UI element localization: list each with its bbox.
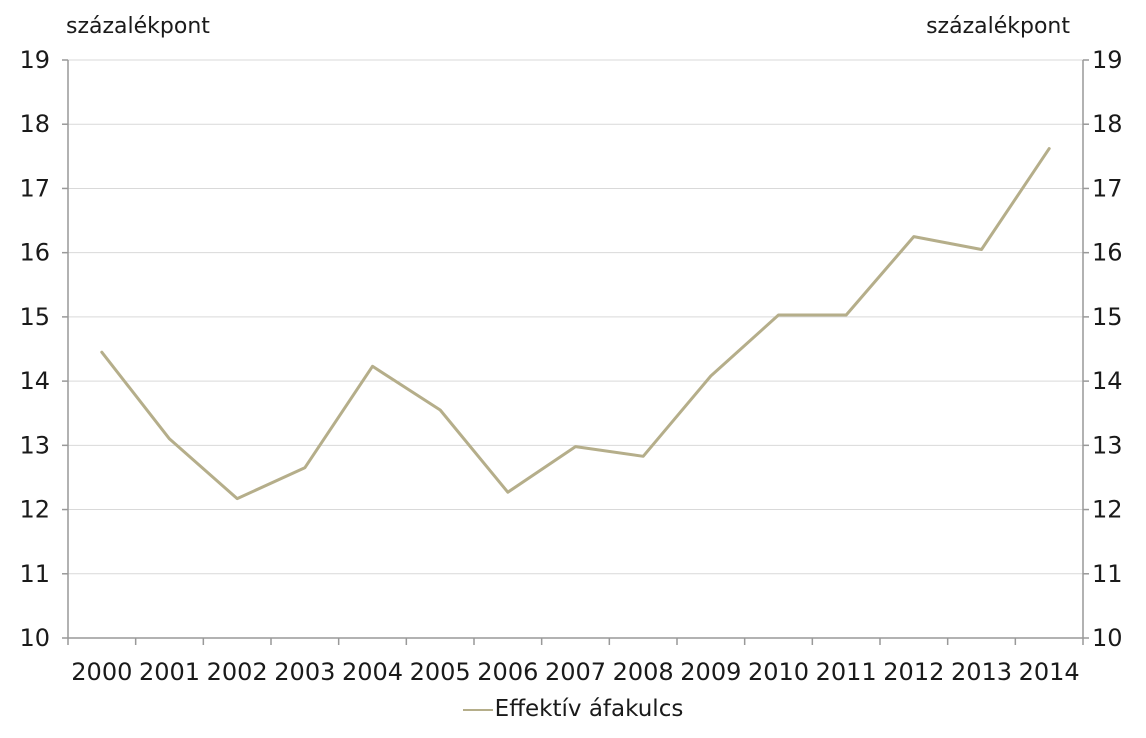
y-tick-label-right: 18 xyxy=(1092,110,1123,138)
y-tick-label-left: 11 xyxy=(19,560,50,588)
x-tick-label-2002: 2002 xyxy=(207,658,268,686)
y-tick-label-left: 13 xyxy=(19,431,50,459)
y-tick-label-left: 12 xyxy=(19,496,50,524)
y-tick-label-left: 16 xyxy=(19,239,50,267)
data-point-2014 xyxy=(1048,148,1050,150)
y-tick-label-right: 10 xyxy=(1092,624,1123,652)
x-tick-label-2001: 2001 xyxy=(139,658,200,686)
y-axis-left-unit-label: százalékpont xyxy=(66,14,210,39)
x-tick-label-2013: 2013 xyxy=(951,658,1012,686)
x-tick-label-2012: 2012 xyxy=(883,658,944,686)
y-tick-label-left: 10 xyxy=(19,624,50,652)
y-tick-label-left: 18 xyxy=(19,110,50,138)
x-tick-label-2008: 2008 xyxy=(613,658,674,686)
legend: Effektív áfakulcs xyxy=(0,696,1146,722)
data-point-2013 xyxy=(981,248,982,250)
data-point-2001 xyxy=(169,438,170,440)
y-tick-label-left: 15 xyxy=(19,303,50,331)
line-chart: 10 10 11 11 12 12 13 13 14 14 15 15 16 16 17 17 18 18 19 19… xyxy=(19,46,1123,686)
x-tick-label-2014: 2014 xyxy=(1019,658,1080,686)
data-point-2002 xyxy=(236,498,238,500)
y-tick-label-right: 12 xyxy=(1092,496,1123,524)
y-tick-label-right: 15 xyxy=(1092,303,1123,331)
series-line-0 xyxy=(100,147,1051,501)
data-point-2000 xyxy=(101,351,103,353)
data-point-2009 xyxy=(710,375,712,377)
y-tick-label-right: 17 xyxy=(1092,174,1123,202)
x-tick-label-2000: 2000 xyxy=(71,658,132,686)
y-tick-label-left: 17 xyxy=(19,174,50,202)
data-point-2003 xyxy=(304,467,306,469)
x-tick-label-2004: 2004 xyxy=(342,658,403,686)
data-point-2011 xyxy=(845,314,847,316)
x-tick-label-2007: 2007 xyxy=(545,658,606,686)
x-tick-label-2005: 2005 xyxy=(410,658,471,686)
data-point-2007 xyxy=(575,446,576,448)
data-point-2012 xyxy=(913,236,915,238)
x-tick-label-2011: 2011 xyxy=(816,658,877,686)
data-point-2004 xyxy=(372,365,373,367)
y-tick-label-right: 16 xyxy=(1092,239,1123,267)
y-tick-label-left: 19 xyxy=(19,46,50,74)
x-tick-label-2003: 2003 xyxy=(274,658,335,686)
y-tick-label-right: 14 xyxy=(1092,367,1123,395)
legend-label: Effektív áfakulcs xyxy=(494,696,684,722)
x-tick-label-2006: 2006 xyxy=(477,658,538,686)
data-point-2008 xyxy=(642,455,644,457)
y-tick-label-left: 14 xyxy=(19,367,50,395)
x-tick-label-2009: 2009 xyxy=(680,658,741,686)
y-axis-right-unit-label: százalékpont xyxy=(926,14,1070,39)
y-tick-label-right: 11 xyxy=(1092,560,1123,588)
data-point-2005 xyxy=(439,409,441,411)
data-point-2006 xyxy=(507,491,509,493)
y-tick-label-right: 13 xyxy=(1092,431,1123,459)
data-point-2010 xyxy=(778,314,779,316)
y-tick-label-right: 19 xyxy=(1092,46,1123,74)
x-tick-label-2010: 2010 xyxy=(748,658,809,686)
legend-swatch xyxy=(462,708,493,711)
